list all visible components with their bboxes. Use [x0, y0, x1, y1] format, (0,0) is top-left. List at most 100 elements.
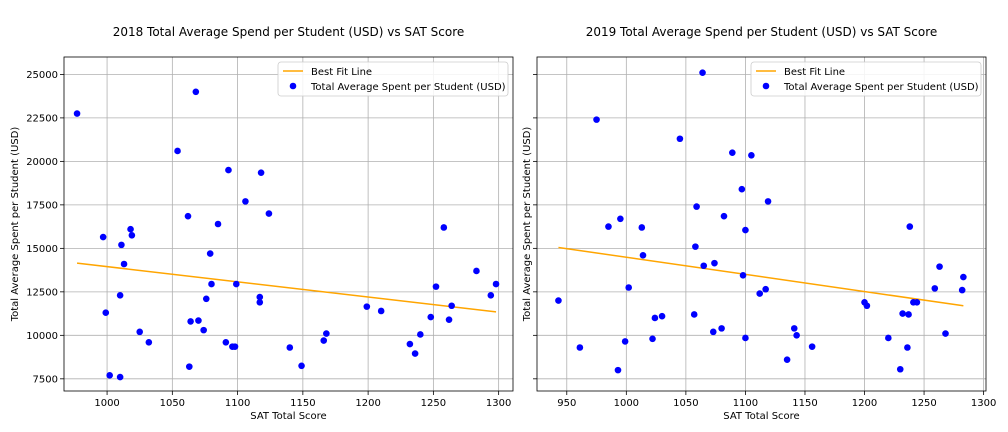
legend-point-swatch [289, 82, 297, 90]
data-point [242, 198, 249, 205]
chart-title: 2019 Total Average Spend per Student (US… [586, 25, 938, 39]
legend-label: Best Fit Line [784, 67, 845, 78]
y-axis-label: Total Average Spent per Student (USD) [10, 127, 21, 323]
data-point [116, 373, 124, 381]
x-tick-label: 1300 [486, 398, 511, 409]
data-point [960, 273, 967, 281]
chart-title: 2018 Total Average Spend per Student (US… [113, 25, 465, 39]
y-axis-label: Total Average Spent per Student (USD) [522, 127, 533, 323]
legend-box [277, 61, 509, 97]
data-point [739, 272, 747, 279]
data-point [265, 210, 273, 217]
chart-panel-1: 2018 Total Average Spend per Student (US… [10, 25, 514, 422]
data-point [118, 241, 125, 249]
x-tick-label: 1100 [733, 398, 758, 409]
data-point [899, 310, 906, 317]
data-point [638, 224, 646, 231]
data-point [756, 290, 764, 297]
x-tick-label: 1300 [971, 398, 996, 409]
x-axis-label: SAT Total Score [250, 411, 326, 422]
data-point [186, 363, 193, 370]
y-tick-label: 7500 [33, 374, 58, 385]
data-point [693, 203, 700, 210]
data-point [363, 303, 371, 310]
data-point [200, 326, 207, 334]
data-point [440, 224, 448, 231]
data-point [445, 316, 453, 323]
data-point [718, 325, 725, 332]
data-point [605, 223, 612, 230]
data-point [184, 212, 192, 220]
data-point [187, 318, 194, 325]
data-point [621, 338, 629, 345]
data-point [298, 362, 305, 370]
data-point [742, 334, 749, 342]
legend: Best Fit Line Total Average Spent per Stu… [750, 61, 982, 97]
data-point [692, 243, 699, 250]
data-point [896, 365, 904, 373]
data-point [427, 313, 435, 321]
data-point [231, 343, 239, 350]
data-point [232, 280, 240, 288]
data-point [256, 293, 264, 301]
data-point [639, 252, 647, 259]
data-point [256, 298, 264, 306]
data-point [323, 330, 330, 337]
data-point [711, 259, 718, 267]
data-point [286, 344, 294, 351]
data-point [699, 69, 706, 76]
data-point [492, 280, 500, 288]
data-point [906, 223, 914, 230]
y-tick-label: 20000 [26, 157, 58, 168]
y-tick-label: 15000 [26, 244, 58, 255]
data-point [555, 297, 562, 304]
data-point [576, 344, 584, 351]
y-tick-label: 22500 [26, 113, 58, 124]
legend-label: Total Average Spent per Student (USD) [783, 82, 979, 93]
plot-frame [536, 56, 987, 392]
legend-box [750, 61, 982, 97]
data-point [649, 335, 656, 343]
data-point [99, 233, 107, 241]
best-fit-line [558, 246, 964, 307]
data-point [406, 340, 414, 348]
data-point [136, 328, 144, 336]
plot-frame [63, 56, 514, 392]
data-point [145, 338, 153, 346]
y-tick-label: 10000 [26, 331, 58, 342]
legend-point-swatch [762, 82, 770, 90]
data-point [676, 135, 684, 143]
data-point [905, 311, 912, 318]
data-point [700, 262, 708, 270]
data-point [790, 325, 798, 332]
data-point [195, 317, 202, 324]
data-point [593, 116, 600, 123]
data-point [690, 311, 698, 318]
data-point [206, 250, 214, 257]
data-point [931, 285, 939, 292]
data-point [942, 330, 949, 337]
x-tick-label: 1000 [94, 398, 119, 409]
x-tick-label: 1050 [160, 398, 185, 409]
data-point [222, 338, 230, 346]
data-point [128, 232, 136, 239]
y-tick-label: 25000 [26, 70, 58, 81]
legend: Best Fit Line Total Average Spent per Stu… [277, 61, 509, 97]
data-point [658, 312, 666, 320]
data-point [120, 260, 128, 268]
data-point [625, 284, 633, 291]
data-point [202, 295, 210, 303]
data-point [432, 283, 440, 290]
legend-label: Best Fit Line [311, 67, 372, 78]
data-point [936, 263, 943, 270]
x-tick-label: 1050 [673, 398, 698, 409]
data-point [214, 220, 222, 228]
data-point [783, 356, 791, 363]
data-point [377, 307, 385, 315]
data-point [614, 366, 622, 374]
best-fit-line [76, 262, 497, 313]
data-point [320, 337, 328, 344]
data-point [473, 267, 480, 275]
x-axis-label: SAT Total Score [723, 411, 799, 422]
data-point [417, 331, 424, 338]
